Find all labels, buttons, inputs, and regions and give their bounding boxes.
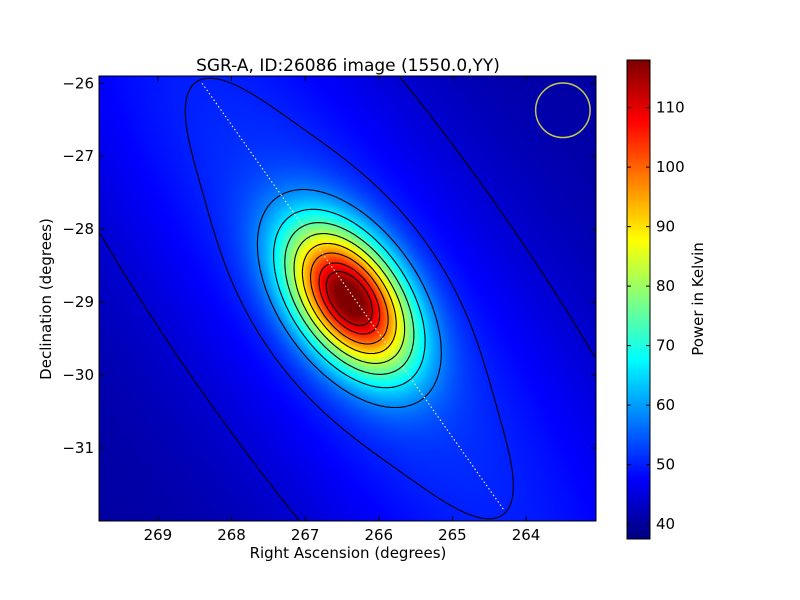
colorbar-gradient — [627, 60, 650, 539]
y-axis-ticks: −26 −27 −28 −29 −30 −31 — [62, 74, 596, 457]
colorbar-tick-label: 80 — [656, 277, 675, 295]
contour-lines — [99, 76, 596, 521]
y-tick-label: −28 — [62, 220, 94, 238]
heatmap-image — [99, 76, 596, 521]
colorbar: 40 50 60 70 80 90 100 110 — [626, 59, 685, 540]
chart-title: SGR-A, ID:26086 image (1550.0,YY) — [196, 56, 500, 76]
y-tick-label: −27 — [62, 147, 94, 165]
colorbar-tick-label: 50 — [656, 456, 675, 474]
colorbar-label: Power in Kelvin — [689, 242, 707, 356]
x-tick-label: 267 — [291, 526, 320, 544]
colorbar-tick-label: 60 — [656, 396, 675, 414]
plot-area: 269 268 267 266 265 264 −26 −27 −28 −29 −30 −31 — [62, 74, 597, 544]
colorbar-tick-label: 70 — [656, 337, 675, 355]
colorbar-tick-label: 100 — [656, 158, 685, 176]
x-tick-label: 268 — [217, 526, 246, 544]
x-tick-label: 266 — [364, 526, 393, 544]
galactic-plane-line — [201, 82, 505, 511]
y-tick-label: −31 — [62, 439, 94, 457]
x-tick-label: 265 — [438, 526, 467, 544]
colorbar-tick-label: 110 — [656, 99, 685, 117]
plot-frame — [98, 75, 597, 522]
colorbar-tick-label: 40 — [656, 515, 675, 533]
x-axis-label: Right Ascension (degrees) — [250, 544, 447, 562]
y-tick-label: −30 — [62, 366, 94, 384]
colorbar-tick-label: 90 — [656, 218, 675, 236]
y-tick-label: −26 — [62, 74, 94, 92]
x-axis-ticks: 269 268 267 266 265 264 — [144, 76, 541, 544]
colorbar-frame — [626, 59, 651, 540]
contour-path — [99, 76, 596, 521]
beam-circle — [534, 82, 591, 139]
y-tick-label: −29 — [62, 293, 94, 311]
colorbar-ticks: 40 50 60 70 80 90 100 110 — [627, 99, 685, 533]
x-tick-label: 264 — [512, 526, 541, 544]
y-axis-label: Declination (degrees) — [37, 218, 55, 380]
x-tick-label: 269 — [144, 526, 173, 544]
